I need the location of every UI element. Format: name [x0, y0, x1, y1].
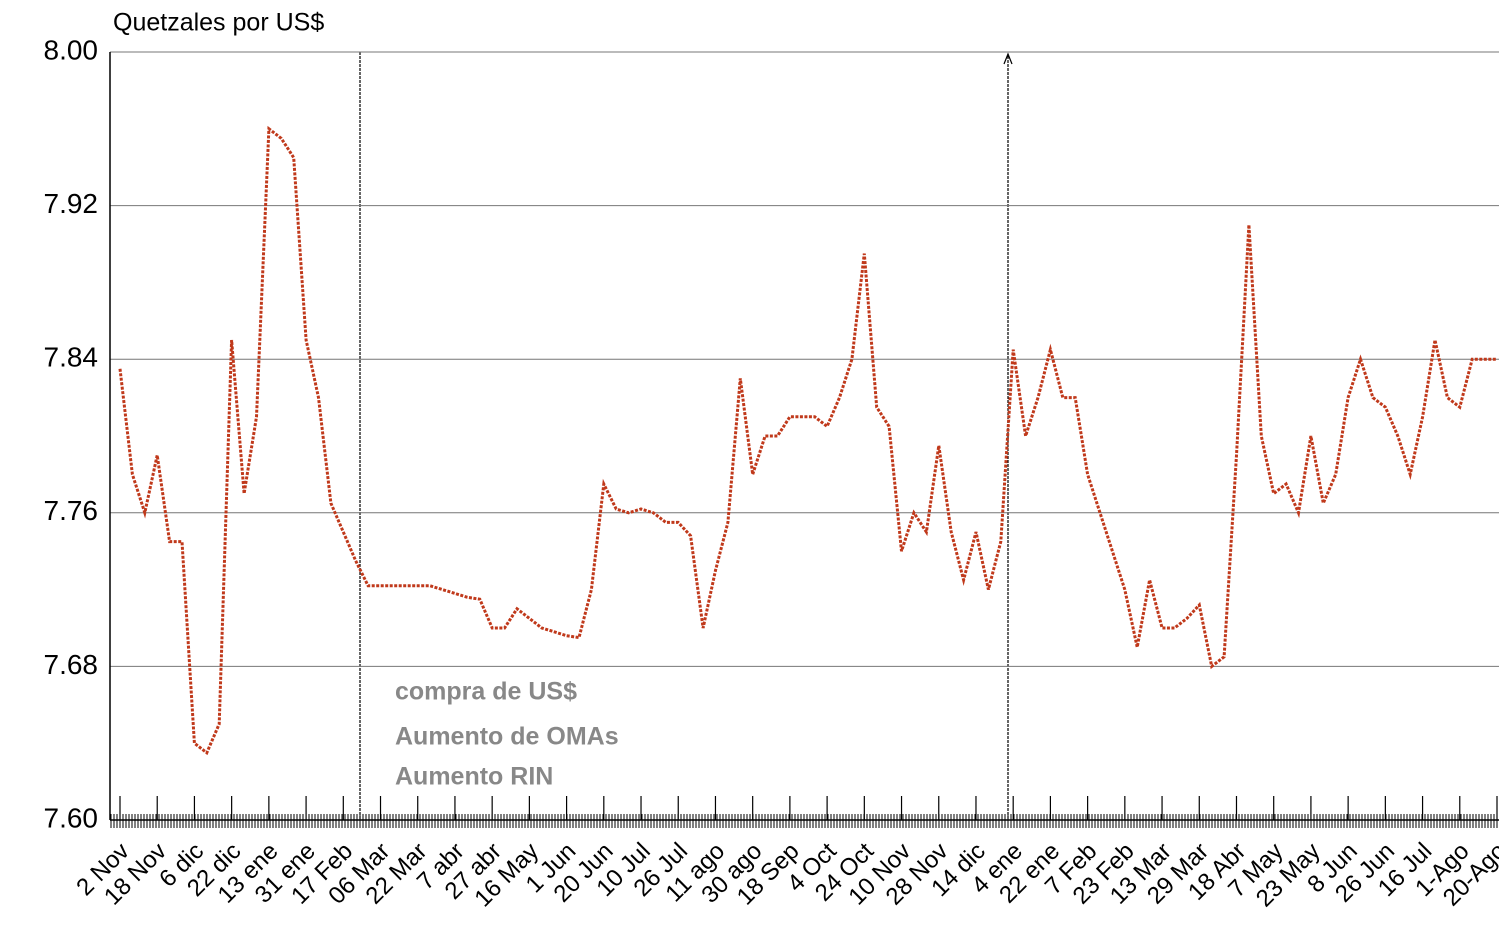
y-tick-label: 7.68 [44, 649, 99, 680]
chart-title: Quetzales por US$ [113, 9, 324, 37]
data-line [118, 125, 1497, 756]
annotation: Aumento de OMAs [395, 723, 619, 751]
minor-ticks [110, 814, 1499, 828]
y-tick-label: 7.76 [44, 495, 99, 526]
y-tick-label: 7.60 [44, 802, 99, 833]
arrow-head [1003, 52, 1013, 65]
y-tick-label: 7.92 [44, 188, 99, 219]
y-tick-label: 8.00 [44, 34, 99, 65]
annotation: compra de US$ [395, 678, 577, 706]
y-tick-label: 7.84 [44, 342, 99, 373]
annotation: Aumento RIN [395, 763, 553, 791]
